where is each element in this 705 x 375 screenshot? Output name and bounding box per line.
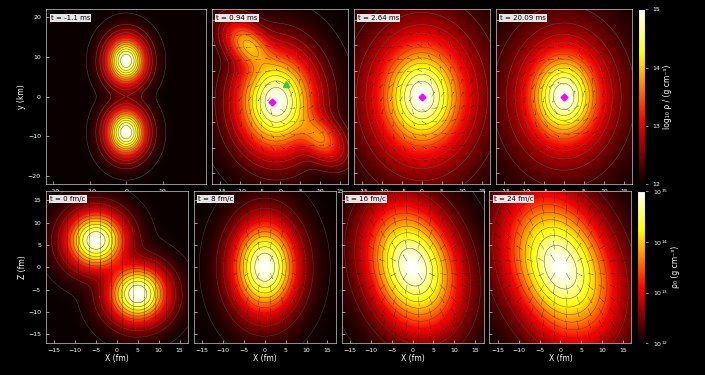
X-axis label: X (fm): X (fm) xyxy=(548,354,572,363)
X-axis label: X (fm): X (fm) xyxy=(400,354,424,363)
Y-axis label: y (km): y (km) xyxy=(18,84,27,109)
Text: t = 2.64 ms: t = 2.64 ms xyxy=(358,15,399,21)
Y-axis label: ρ₀ (g cm⁻³): ρ₀ (g cm⁻³) xyxy=(670,246,680,288)
X-axis label: X (fm): X (fm) xyxy=(105,354,129,363)
X-axis label: X (fm): X (fm) xyxy=(253,354,276,363)
Text: t = 16 fm/c: t = 16 fm/c xyxy=(346,196,386,202)
Text: t = 0 fm/c: t = 0 fm/c xyxy=(50,196,85,202)
Text: t = 0.94 ms: t = 0.94 ms xyxy=(216,15,257,21)
X-axis label: x (km): x (km) xyxy=(410,195,434,204)
Text: t = 8 fm/c: t = 8 fm/c xyxy=(198,196,233,202)
Y-axis label: log₁₀ ρ / (g cm⁻³): log₁₀ ρ / (g cm⁻³) xyxy=(663,64,673,129)
X-axis label: x (km): x (km) xyxy=(268,195,293,204)
Y-axis label: Z (fm): Z (fm) xyxy=(18,255,27,279)
Text: t = -1.1 ms: t = -1.1 ms xyxy=(51,15,90,21)
X-axis label: x (km): x (km) xyxy=(551,195,576,204)
Text: t = 20.09 ms: t = 20.09 ms xyxy=(500,15,546,21)
X-axis label: x (km): x (km) xyxy=(114,195,138,204)
Text: t = 24 fm/c: t = 24 fm/c xyxy=(493,196,533,202)
